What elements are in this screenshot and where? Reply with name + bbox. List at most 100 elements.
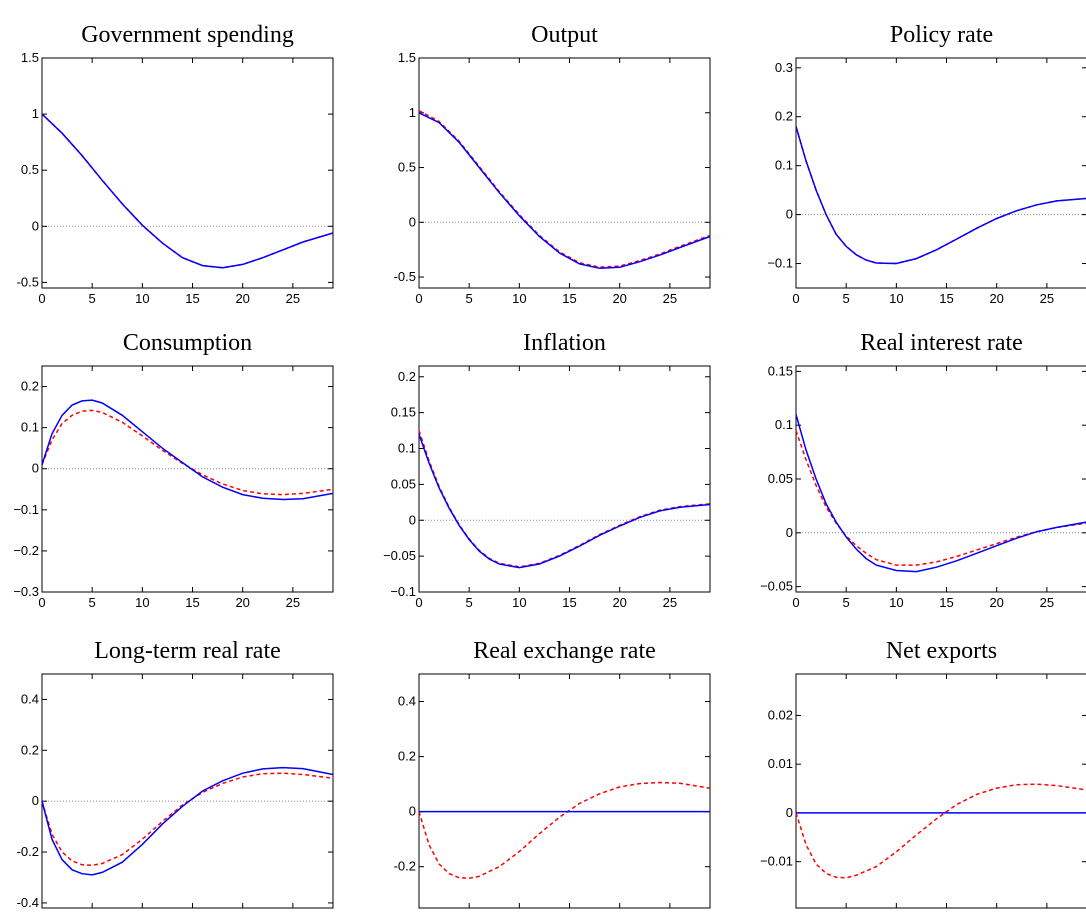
policy-rate-x-tick-label: 0 bbox=[792, 291, 799, 306]
government-spending-title: Government spending bbox=[81, 22, 294, 48]
long-term-real-rate-x-tick-label: 25 bbox=[286, 911, 300, 913]
long-term-real-rate-x-tick-label: 20 bbox=[235, 911, 249, 913]
net-exports-title: Net exports bbox=[886, 638, 997, 664]
consumption-plot-frame bbox=[41, 365, 334, 593]
consumption-panel: Consumption 0 5 10 15 20 25 −0.3 −0.2 −0.1 0 0.1 0.2 bbox=[13, 330, 334, 610]
real-interest-rate-y-tick-label: 0.15 bbox=[768, 363, 793, 378]
government-spending-solid-line bbox=[41, 113, 334, 269]
consumption-x-tick-label: 5 bbox=[89, 595, 96, 610]
real-exchange-rate-plot-frame bbox=[418, 673, 711, 909]
long-term-real-rate-panel: Long-term real rate 0 5 10 15 20 25 -0.4 -0.2 0 0.… bbox=[17, 638, 334, 913]
real-exchange-rate-x-tick-label: 5 bbox=[466, 911, 473, 913]
inflation-x-tick-label: 5 bbox=[466, 595, 473, 610]
long-term-real-rate-x-tick-label: 10 bbox=[135, 911, 149, 913]
real-exchange-rate-x-tick-label: 25 bbox=[663, 911, 677, 913]
policy-rate-y-tick-label: 0 bbox=[786, 207, 793, 222]
policy-rate-y-tick-label: 0.3 bbox=[775, 60, 793, 75]
policy-rate-x-tick-label: 15 bbox=[939, 291, 953, 306]
real-exchange-rate-dashed-line bbox=[418, 781, 711, 880]
government-spending-y-tick-label: 0.5 bbox=[21, 162, 39, 177]
net-exports-x-tick-label: 25 bbox=[1040, 911, 1054, 913]
real-exchange-rate-x-tick-label: 0 bbox=[415, 911, 422, 913]
inflation-solid-line bbox=[418, 433, 711, 569]
policy-rate-x-tick-label: 20 bbox=[989, 291, 1003, 306]
policy-rate-x-tick-label: 10 bbox=[889, 291, 903, 306]
policy-rate-title: Policy rate bbox=[890, 22, 993, 48]
government-spending-x-tick-label: 20 bbox=[235, 291, 249, 306]
net-exports-x-tick-label: 15 bbox=[939, 911, 953, 913]
real-exchange-rate-x-tick-label: 15 bbox=[562, 911, 576, 913]
consumption-y-tick-label: −0.1 bbox=[13, 502, 39, 517]
inflation-x-tick-label: 15 bbox=[562, 595, 576, 610]
government-spending-y-tick-label: 1 bbox=[32, 106, 39, 121]
inflation-plot-frame bbox=[418, 365, 711, 593]
net-exports-y-tick-label: 0.02 bbox=[768, 707, 793, 722]
net-exports-x-tick-label: 20 bbox=[989, 911, 1003, 913]
consumption-solid-line bbox=[41, 399, 334, 501]
real-interest-rate-y-tick-label: 0.1 bbox=[775, 417, 793, 432]
output-y-tick-label: 1 bbox=[409, 105, 416, 120]
real-interest-rate-y-tick-label: 0.05 bbox=[768, 471, 793, 486]
consumption-y-tick-label: 0.1 bbox=[21, 420, 39, 435]
real-exchange-rate-y-tick-label: 0.2 bbox=[398, 749, 416, 764]
long-term-real-rate-y-tick-label: 0.4 bbox=[21, 691, 39, 706]
output-panel: Output 0 5 10 15 20 25 -0.5 0 0.5 1 1.5 bbox=[394, 22, 711, 306]
long-term-real-rate-dashed-line bbox=[41, 772, 334, 867]
real-interest-rate-x-tick-label: 20 bbox=[989, 595, 1003, 610]
real-interest-rate-plot-frame bbox=[795, 365, 1086, 593]
net-exports-plot-frame bbox=[795, 673, 1086, 909]
policy-rate-x-tick-label: 5 bbox=[843, 291, 850, 306]
real-interest-rate-x-tick-label: 15 bbox=[939, 595, 953, 610]
long-term-real-rate-plot-frame bbox=[41, 673, 334, 909]
long-term-real-rate-title: Long-term real rate bbox=[94, 638, 281, 664]
net-exports-x-tick-label: 0 bbox=[792, 911, 799, 913]
inflation-x-tick-label: 20 bbox=[612, 595, 626, 610]
output-title: Output bbox=[531, 22, 598, 48]
government-spending-y-tick-label: 1.5 bbox=[21, 50, 39, 65]
output-solid-line bbox=[418, 112, 711, 270]
government-spending-x-tick-label: 0 bbox=[38, 291, 45, 306]
policy-rate-y-tick-label: 0.1 bbox=[775, 158, 793, 173]
consumption-x-tick-label: 0 bbox=[38, 595, 45, 610]
inflation-y-tick-label: −0.05 bbox=[383, 548, 416, 563]
consumption-x-tick-label: 25 bbox=[286, 595, 300, 610]
consumption-x-tick-label: 20 bbox=[235, 595, 249, 610]
government-spending-x-tick-label: 15 bbox=[185, 291, 199, 306]
government-spending-plot-frame bbox=[41, 57, 334, 289]
net-exports-x-tick-label: 10 bbox=[889, 911, 903, 913]
long-term-real-rate-x-tick-label: 5 bbox=[89, 911, 96, 913]
output-y-tick-label: 1.5 bbox=[398, 50, 416, 65]
policy-rate-solid-line bbox=[795, 126, 1086, 265]
real-interest-rate-x-tick-label: 5 bbox=[843, 595, 850, 610]
output-x-tick-label: 5 bbox=[466, 291, 473, 306]
government-spending-x-tick-label: 25 bbox=[286, 291, 300, 306]
policy-rate-y-tick-label: −0.1 bbox=[767, 256, 793, 271]
inflation-y-tick-label: 0 bbox=[409, 512, 416, 527]
consumption-y-tick-label: −0.3 bbox=[13, 584, 39, 599]
output-y-tick-label: -0.5 bbox=[394, 269, 416, 284]
real-interest-rate-dashed-line bbox=[795, 430, 1086, 566]
inflation-panel: Inflation 0 5 10 15 20 25 −0.1 −0.05 0 0.05 0.1 0.15… bbox=[383, 330, 711, 610]
inflation-y-tick-label: 0.15 bbox=[391, 405, 416, 420]
net-exports-dashed-line bbox=[795, 783, 1086, 879]
output-x-tick-label: 10 bbox=[512, 291, 526, 306]
consumption-y-tick-label: 0.2 bbox=[21, 379, 39, 394]
policy-rate-panel: Policy rate 0 5 10 15 20 25 −0.1 0 0.1 0.2 0.3 bbox=[767, 22, 1086, 306]
government-spending-panel: Government spending 0 5 10 15 20 25 -0.5 0 0.5 1 1.… bbox=[17, 22, 334, 306]
inflation-x-tick-label: 0 bbox=[415, 595, 422, 610]
output-x-tick-label: 25 bbox=[663, 291, 677, 306]
net-exports-x-tick-label: 5 bbox=[843, 911, 850, 913]
inflation-y-tick-label: 0.2 bbox=[398, 369, 416, 384]
consumption-x-tick-label: 10 bbox=[135, 595, 149, 610]
real-exchange-rate-panel: Real exchange rate 0 5 10 15 20 25 -0.2 0 0.2 0.4 bbox=[394, 638, 711, 913]
net-exports-y-tick-label: −0.01 bbox=[760, 854, 793, 869]
long-term-real-rate-y-tick-label: 0 bbox=[32, 793, 39, 808]
government-spending-x-tick-label: 10 bbox=[135, 291, 149, 306]
output-x-tick-label: 15 bbox=[562, 291, 576, 306]
inflation-y-tick-label: 0.1 bbox=[398, 441, 416, 456]
inflation-x-tick-label: 25 bbox=[663, 595, 677, 610]
policy-rate-x-tick-label: 25 bbox=[1040, 291, 1054, 306]
real-interest-rate-x-tick-label: 10 bbox=[889, 595, 903, 610]
government-spending-y-tick-label: 0 bbox=[32, 218, 39, 233]
government-spending-x-tick-label: 5 bbox=[89, 291, 96, 306]
